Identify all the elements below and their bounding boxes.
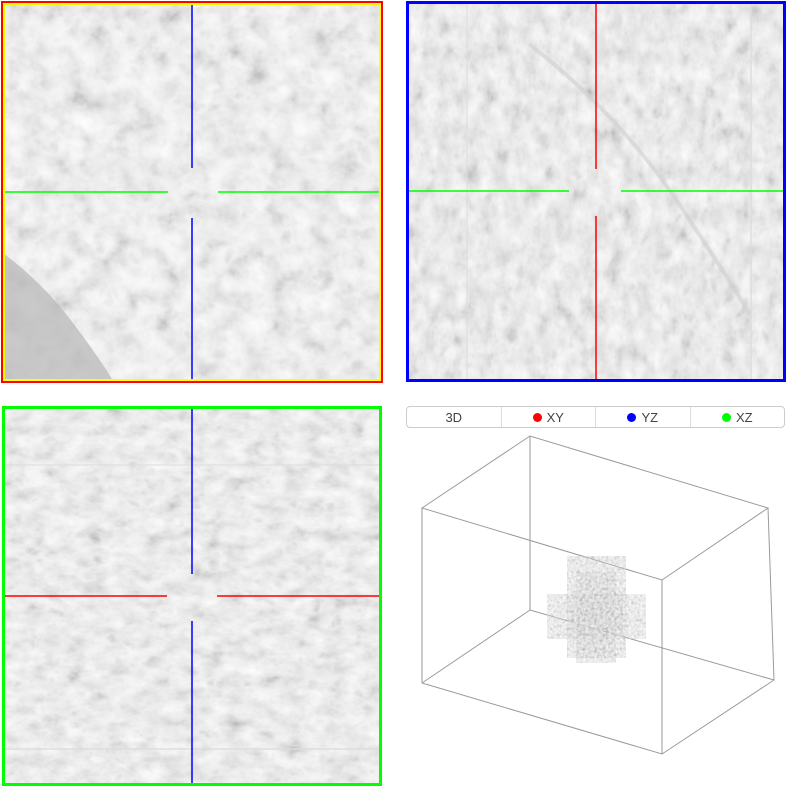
process-membrane (527, 42, 751, 315)
yz-slice-view[interactable] (406, 1, 786, 382)
tab-xy[interactable]: XY (502, 407, 596, 427)
volume-bounding-box (420, 435, 775, 755)
tab-xz[interactable]: XZ (691, 407, 785, 427)
red-dot-icon (532, 412, 542, 422)
green-dot-icon (721, 412, 731, 422)
xy-slice-image[interactable] (3, 3, 381, 381)
yz-plane (575, 570, 617, 665)
tab-xz-label: XZ (735, 409, 753, 425)
tab-3d-label: 3D (445, 409, 463, 425)
3d-viewport[interactable] (406, 428, 786, 786)
xz-slice-view[interactable] (2, 406, 382, 786)
tab-3d[interactable]: 3D (407, 407, 502, 427)
3d-view-panel: 3D XY YZ XZ (406, 406, 786, 786)
tab-yz[interactable]: YZ (596, 407, 691, 427)
xz-slice-image[interactable] (5, 409, 379, 783)
3d-volume-render[interactable] (406, 428, 786, 786)
cell-body-region (3, 253, 113, 381)
tab-xy-label: XY (546, 409, 564, 425)
blue-dot-icon (627, 412, 637, 422)
tab-yz-label: YZ (641, 409, 659, 425)
yz-slice-image[interactable] (409, 4, 783, 379)
view-layout-tabs: 3D XY YZ XZ (406, 406, 785, 428)
xy-slice-view[interactable] (1, 1, 383, 383)
